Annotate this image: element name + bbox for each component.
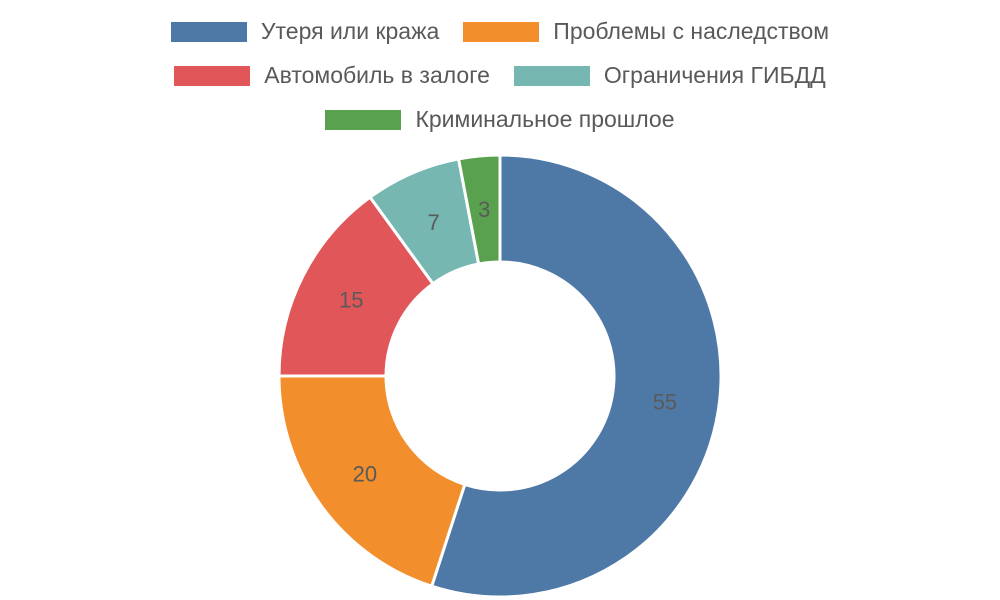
legend-item-gibdd: Ограничения ГИБДД [513,62,826,88]
legend-label-inheritance: Проблемы с наследством [553,18,830,44]
slice-inheritance [277,374,467,589]
data-label-inheritance: 20 [353,462,377,487]
legend-row-3: Криминальное прошлое [0,108,1000,131]
legend-label-criminal: Криминальное прошлое [415,106,675,132]
chart-legend: Утеря или кража Проблемы с наследством А… [0,0,1000,140]
legend-row-2: Автомобиль в залоге Ограничения ГИБДД [0,64,1000,87]
legend-swatch-inheritance [463,21,540,42]
legend-swatch-criminal [325,109,402,130]
data-label-pledge: 15 [339,288,363,313]
legend-label-pledge: Автомобиль в залоге [264,62,490,88]
legend-swatch-gibdd [513,65,590,86]
legend-label-gibdd: Ограничения ГИБДД [603,62,826,88]
slice-loss-theft [429,153,723,599]
data-label-criminal: 3 [478,197,490,222]
legend-item-loss-theft: Утеря или кража [170,18,440,44]
legend-item-pledge: Автомобиль в залоге [174,64,490,87]
donut-labels: 55 20 15 7 3 [339,197,677,486]
donut-slices [277,153,723,599]
legend-label-loss-theft: Утеря или кража [260,18,440,44]
legend-row-1: Утеря или кража Проблемы с наследством [0,20,1000,43]
legend-item-criminal: Криминальное прошлое [325,106,675,132]
data-label-gibdd: 7 [428,210,440,235]
legend-swatch-loss-theft [170,21,247,42]
data-label-loss-theft: 55 [653,390,677,415]
legend-item-inheritance: Проблемы с наследством [463,20,829,43]
slice-criminal [456,153,502,266]
legend-swatch-pledge [174,65,251,86]
